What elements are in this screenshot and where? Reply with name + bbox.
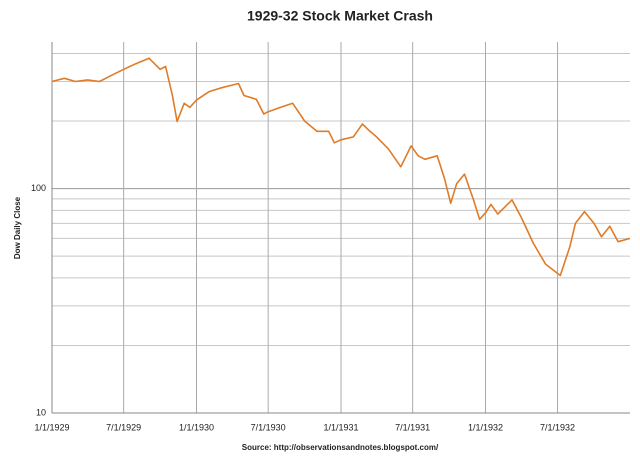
y-tick-label: 100 (31, 183, 46, 193)
x-tick-label: 7/1/1931 (395, 422, 430, 432)
source-note: Source: http://observationsandnotes.blog… (242, 443, 439, 452)
x-tick-label: 1/1/1931 (323, 422, 358, 432)
data-line (51, 57, 631, 277)
x-tick-label: 1/1/1929 (34, 422, 69, 432)
y-tick-label: 10 (36, 407, 46, 417)
chart-title: 1929-32 Stock Market Crash (247, 8, 433, 24)
y-axis-label: Dow Daily Close (13, 196, 22, 259)
x-tick-label: 7/1/1929 (106, 422, 141, 432)
x-tick-label: 1/1/1932 (468, 422, 503, 432)
x-tick-label: 7/1/1932 (540, 422, 575, 432)
x-tick-label: 7/1/1930 (251, 422, 286, 432)
x-tick-label: 1/1/1930 (179, 422, 214, 432)
